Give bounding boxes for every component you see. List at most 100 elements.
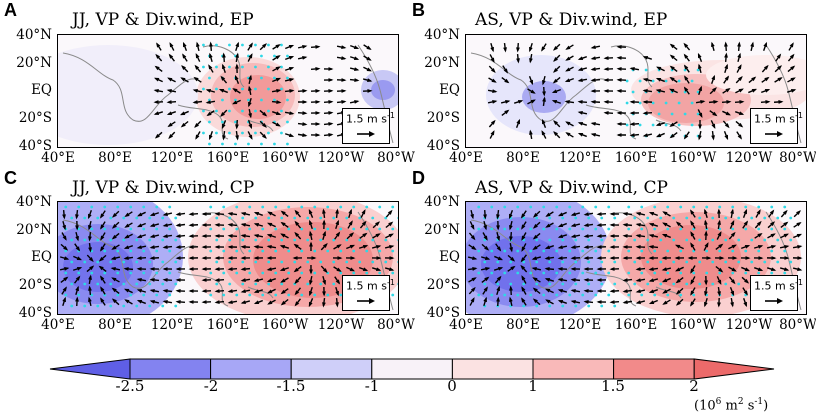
wind-arrow xyxy=(753,267,764,271)
significance-dot xyxy=(90,271,94,275)
wind-arrow xyxy=(259,120,267,128)
significance-dot xyxy=(274,249,278,253)
contour-shading xyxy=(706,55,806,95)
significance-dot xyxy=(161,260,165,264)
wind-arrow xyxy=(516,42,520,53)
significance-dot xyxy=(208,76,211,80)
significance-dot xyxy=(724,260,728,264)
significance-dot xyxy=(613,304,617,308)
significance-dot xyxy=(109,304,113,308)
wind-arrow xyxy=(111,298,120,306)
colorbar-tick-label: -2.5 xyxy=(115,377,145,395)
wind-arrow xyxy=(253,278,264,282)
significance-dot xyxy=(260,142,263,146)
wind-arrow xyxy=(310,67,321,71)
wind-arrow xyxy=(545,299,554,305)
significance-dot xyxy=(666,293,670,297)
significance-dot xyxy=(365,271,369,275)
wind-arrow xyxy=(470,209,474,220)
significance-dot xyxy=(490,249,494,253)
wind-arrow xyxy=(167,121,176,128)
significance-dot xyxy=(332,238,336,242)
significance-dot xyxy=(247,142,250,146)
wind-arrow xyxy=(521,286,527,295)
significance-dot xyxy=(651,101,655,105)
wind-arrow xyxy=(87,209,93,220)
significance-dot xyxy=(397,216,398,220)
significance-dot xyxy=(633,238,637,242)
wind-arrow xyxy=(100,297,106,306)
significance-dot xyxy=(300,293,304,297)
significance-dot xyxy=(607,271,611,275)
significance-dot xyxy=(698,216,702,220)
wind-arrow xyxy=(596,256,607,260)
lat-label: 40°S xyxy=(18,138,52,154)
significance-dot xyxy=(483,238,487,242)
wind-arrow xyxy=(674,256,685,260)
significance-dot xyxy=(625,101,629,105)
significance-dot xyxy=(679,293,683,297)
wind-arrow xyxy=(541,130,547,139)
wind-arrow xyxy=(201,256,212,260)
wind-arrow xyxy=(60,243,69,251)
wind-arrow xyxy=(609,223,620,227)
wind-arrow xyxy=(715,265,724,273)
significance-dot xyxy=(542,249,546,253)
significance-dot xyxy=(142,293,146,297)
wind-arrow xyxy=(761,76,770,83)
significance-dot xyxy=(644,68,648,72)
significance-dot xyxy=(300,249,304,253)
significance-dot xyxy=(509,282,513,286)
significance-dot xyxy=(222,205,226,209)
wind-arrow xyxy=(322,219,326,230)
wind-arrow xyxy=(111,232,120,240)
wind-arrow xyxy=(111,221,120,229)
coastline xyxy=(247,286,274,299)
wind-arrow xyxy=(208,64,214,73)
wind-arrow xyxy=(754,220,762,229)
significance-dot xyxy=(248,271,252,275)
wind-arrow xyxy=(294,209,302,218)
significance-dot xyxy=(659,238,663,242)
coastline xyxy=(470,52,607,122)
colorbar-segment xyxy=(290,358,373,380)
wind-arrow xyxy=(232,88,241,94)
significance-dot xyxy=(358,260,362,264)
wind-arrow xyxy=(194,120,202,128)
wind-arrow xyxy=(468,232,476,241)
significance-dot xyxy=(90,293,94,297)
significance-dot xyxy=(286,120,289,124)
wind-arrow xyxy=(336,56,347,60)
significance-dot xyxy=(306,282,310,286)
map-panel-b xyxy=(465,34,807,148)
lon-label: 80°E xyxy=(506,150,540,166)
significance-dot xyxy=(267,109,270,113)
wind-arrow xyxy=(371,267,382,271)
wind-arrow xyxy=(349,56,360,60)
significance-dot xyxy=(122,238,126,242)
wind-arrow xyxy=(175,256,186,260)
lon-label: 160°W xyxy=(669,150,717,166)
wind-arrow xyxy=(285,44,295,50)
colorbar-segment xyxy=(693,358,775,380)
significance-dot xyxy=(522,282,526,286)
wind-arrow xyxy=(779,256,790,260)
wind-arrow xyxy=(690,242,696,251)
wind-arrow xyxy=(740,256,751,260)
wind-arrow xyxy=(100,221,106,230)
significance-dot xyxy=(142,227,146,231)
wind-arrow xyxy=(648,245,659,249)
significance-dot xyxy=(293,216,297,220)
wind-arrow xyxy=(570,223,581,227)
significance-dot xyxy=(718,249,722,253)
wind-arrow xyxy=(716,276,722,285)
wind-arrow xyxy=(590,89,601,93)
wind-arrow xyxy=(761,88,771,94)
significance-dot xyxy=(64,271,68,275)
wind-arrow xyxy=(648,299,658,305)
wind-arrow xyxy=(162,223,173,227)
significance-dot xyxy=(208,120,211,124)
wind-arrow xyxy=(557,211,567,217)
significance-dot xyxy=(168,205,172,209)
wind-arrow xyxy=(488,119,496,128)
